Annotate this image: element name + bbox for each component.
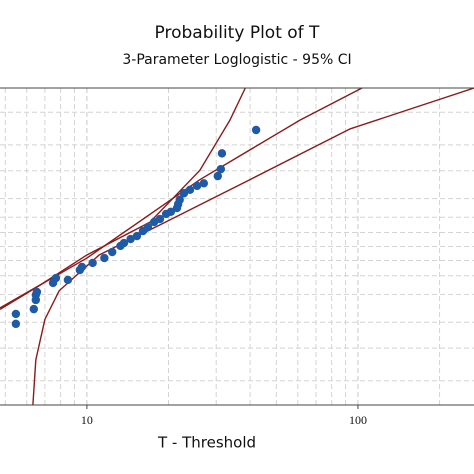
data-point xyxy=(126,234,135,244)
data-point xyxy=(143,222,153,232)
data-point xyxy=(132,231,142,241)
chart-title: Probability Plot of T xyxy=(155,23,321,43)
data-point xyxy=(11,319,21,329)
data-point xyxy=(213,171,222,181)
data-point xyxy=(63,275,73,285)
data-point xyxy=(119,238,129,248)
data-point xyxy=(216,164,226,174)
grid xyxy=(0,88,474,405)
data-point xyxy=(199,179,209,188)
x-tick-label: 10 xyxy=(81,413,93,427)
x-tick-label: 100 xyxy=(349,413,367,427)
data-point xyxy=(251,125,261,135)
data-point xyxy=(88,258,97,268)
ci-line xyxy=(32,87,474,406)
data-point xyxy=(51,273,61,283)
plot-frame xyxy=(0,87,474,406)
data-point xyxy=(217,149,227,158)
data-point xyxy=(155,214,165,224)
data-point xyxy=(192,181,202,191)
data-point xyxy=(185,185,195,195)
data-point xyxy=(108,247,117,257)
data-point xyxy=(11,309,21,319)
data-point xyxy=(100,253,109,263)
data-point xyxy=(29,304,39,314)
data-point xyxy=(77,262,87,272)
data-point xyxy=(32,287,42,297)
x-ticks: 10 100 xyxy=(81,405,367,427)
x-axis-label: T - Threshold xyxy=(157,434,256,452)
data-point xyxy=(175,195,184,204)
data-point xyxy=(166,207,176,217)
plot-marks xyxy=(0,87,474,406)
chart-subtitle: 3-Parameter Loglogistic - 95% CI xyxy=(122,52,351,68)
